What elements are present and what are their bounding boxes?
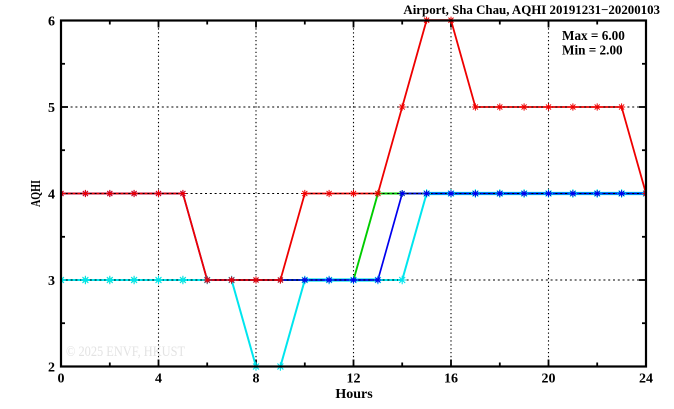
svg-text:4: 4 <box>155 372 162 387</box>
svg-text:24: 24 <box>639 372 653 387</box>
svg-text:5: 5 <box>48 101 55 116</box>
svg-text:AQHI: AQHI <box>28 180 43 207</box>
svg-text:Min = 2.00: Min = 2.00 <box>562 43 623 58</box>
svg-text:Max = 6.00: Max = 6.00 <box>562 28 625 43</box>
svg-text:12: 12 <box>347 372 361 387</box>
svg-text:0: 0 <box>58 372 65 387</box>
svg-text:20: 20 <box>542 372 556 387</box>
svg-text:8: 8 <box>253 372 260 387</box>
svg-text:Hours: Hours <box>335 387 373 402</box>
svg-text:4: 4 <box>48 188 55 203</box>
svg-text:16: 16 <box>444 372 458 387</box>
svg-text:3: 3 <box>48 274 55 289</box>
svg-text:2: 2 <box>48 361 55 376</box>
svg-text:Airport, Sha Chau, AQHI 201912: Airport, Sha Chau, AQHI 20191231−2020010… <box>403 3 660 17</box>
svg-text:© 2025 ENVF, HKUST: © 2025 ENVF, HKUST <box>66 344 185 360</box>
svg-text:6: 6 <box>48 15 55 30</box>
